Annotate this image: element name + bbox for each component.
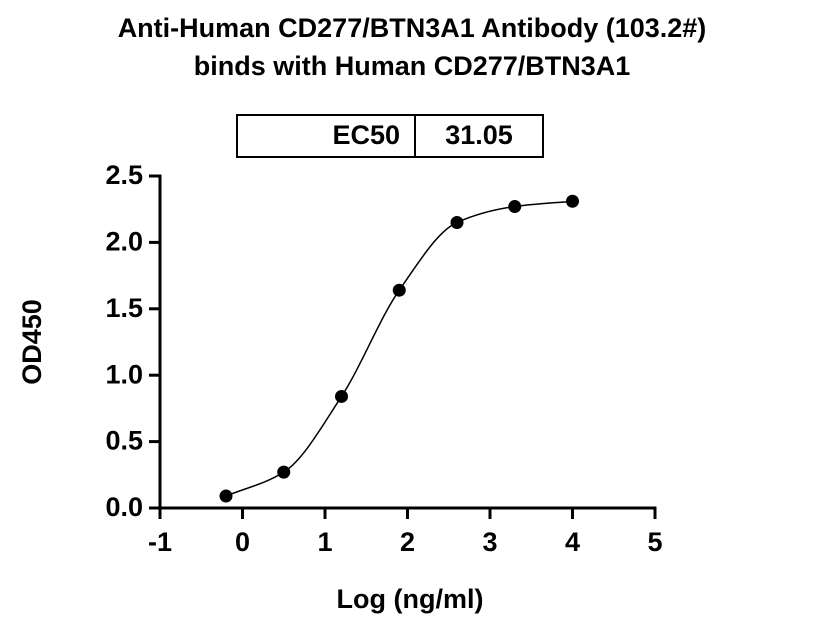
ec50-value: 31.05 <box>445 120 513 150</box>
data-point <box>335 389 348 403</box>
data-point <box>508 200 522 214</box>
chart-title: Anti-Human CD277/BTN3A1 Antibody (103.2#… <box>118 13 707 43</box>
ec50-label: EC50 <box>332 120 400 150</box>
x-tick-label: 2 <box>400 527 415 557</box>
x-tick-label: -1 <box>148 527 172 557</box>
x-tick-label: 1 <box>317 527 332 557</box>
x-tick-label: 5 <box>647 527 662 557</box>
y-tick-label: 1.5 <box>105 293 143 323</box>
data-point <box>566 194 579 208</box>
ec50-box <box>236 114 544 158</box>
x-axis-label: Log (ng/ml) <box>337 584 484 614</box>
data-point <box>219 489 233 503</box>
y-tick-label: 0.5 <box>105 426 143 456</box>
x-tick-label: 0 <box>235 527 250 557</box>
x-tick-label: 4 <box>565 527 580 557</box>
y-axis-label: OD450 <box>17 299 47 385</box>
y-tick-label: 1.0 <box>105 359 143 389</box>
y-tick-label: 2.0 <box>105 227 143 257</box>
fit-curve <box>225 200 573 497</box>
data-point <box>277 465 291 479</box>
y-tick-label: 0.0 <box>105 492 143 522</box>
y-tick-label: 2.5 <box>105 160 143 190</box>
data-point <box>450 215 464 229</box>
chart-title: binds with Human CD277/BTN3A1 <box>194 51 631 81</box>
data-point <box>392 283 406 297</box>
x-tick-label: 3 <box>482 527 497 557</box>
